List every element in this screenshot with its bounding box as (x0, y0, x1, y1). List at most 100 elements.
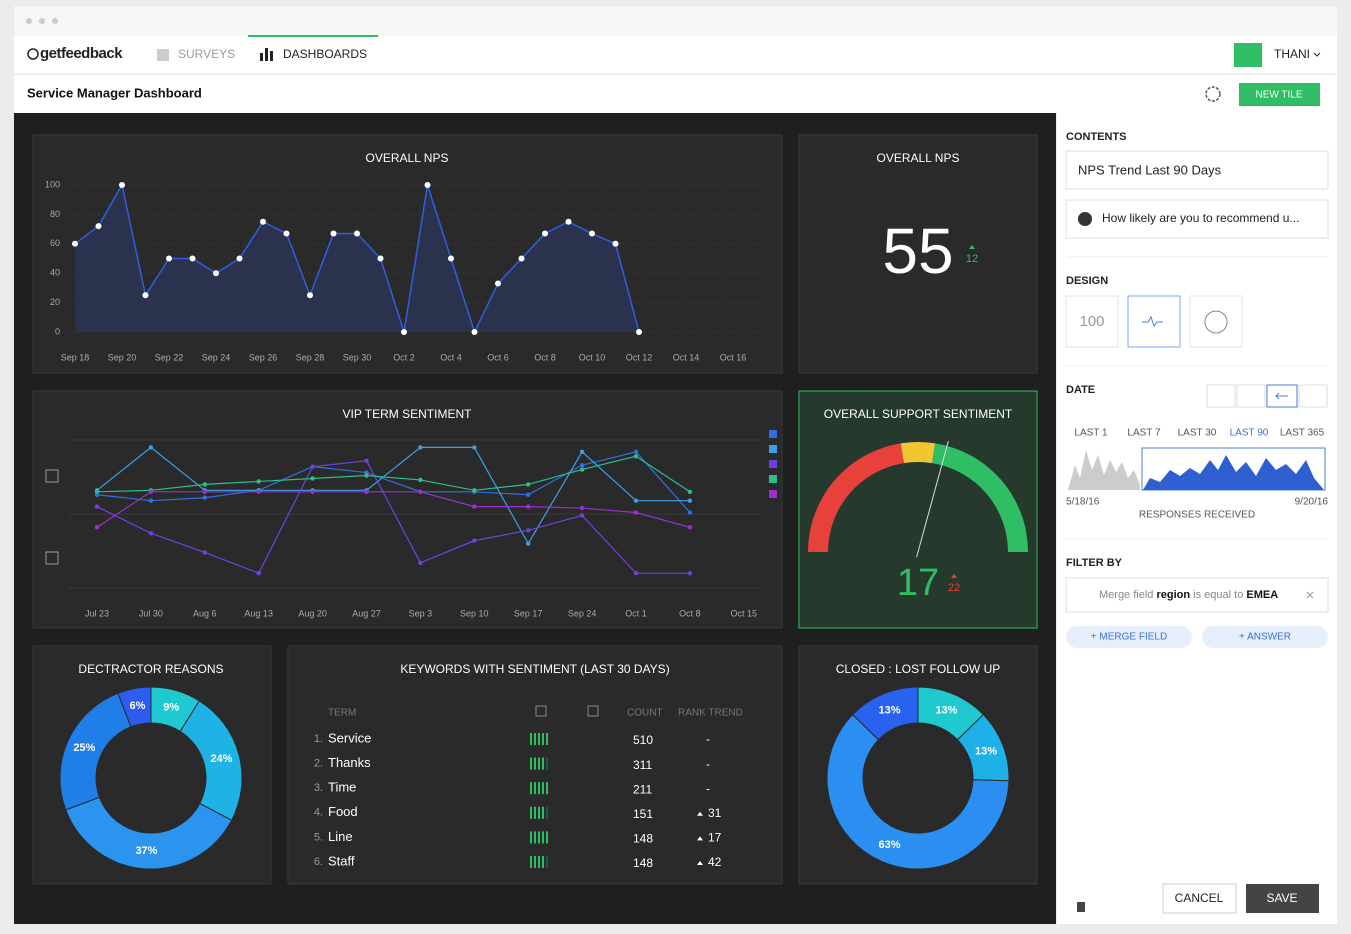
point (418, 489, 423, 494)
end-date: 9/20/16 (1295, 497, 1329, 508)
x-tick-label: Sep 3 (409, 608, 433, 618)
point (633, 510, 639, 515)
name-input[interactable] (1065, 150, 1329, 190)
date-mode[interactable] (1206, 384, 1236, 408)
filter-part: is equal to (1193, 589, 1243, 601)
merge-field-label[interactable]: + MERGE FIELD (1091, 632, 1167, 643)
nav-dashboards[interactable]: DASHBOARDS (283, 47, 367, 61)
new-tile-label[interactable]: NEW TILE (1255, 90, 1302, 101)
point (95, 223, 102, 230)
point (364, 458, 369, 463)
name-value[interactable]: NPS Trend Last 90 Days (1078, 162, 1222, 177)
x-tick-label: Jul 23 (85, 608, 109, 618)
dot (39, 18, 45, 24)
design-trend[interactable] (1127, 295, 1181, 348)
term: Staff (328, 853, 355, 868)
x-tick-label: Oct 10 (579, 352, 606, 362)
range-option[interactable]: LAST 30 (1178, 428, 1217, 439)
point (518, 255, 525, 262)
sentiment-bar (530, 856, 532, 868)
remove-icon[interactable] (1306, 591, 1314, 599)
settings-icon[interactable] (1205, 86, 1221, 102)
point (589, 230, 595, 237)
y-tick-label: 100 (45, 179, 60, 189)
save-button[interactable] (1246, 884, 1319, 913)
cancel-label[interactable]: CANCEL (1175, 891, 1224, 905)
count: 148 (633, 832, 653, 846)
range-option[interactable]: LAST 90 (1230, 428, 1269, 439)
gauge-value: 17 (897, 562, 939, 604)
x-tick-label: Sep 24 (202, 352, 231, 362)
x-tick-label: Jul 30 (139, 608, 163, 618)
tile[interactable] (32, 390, 783, 629)
term: Food (328, 804, 358, 819)
arrow-icon (1275, 392, 1288, 400)
rank-trend: 17 (708, 831, 722, 845)
point (418, 477, 423, 483)
point (526, 482, 531, 487)
point (202, 489, 207, 494)
range-option[interactable]: LAST 7 (1127, 428, 1161, 439)
answer-label[interactable]: + ANSWER (1239, 632, 1291, 643)
face-icon (1078, 212, 1092, 226)
user-icon[interactable] (1234, 43, 1262, 67)
change: 12 (966, 253, 978, 265)
filter-value: EMEA (1246, 589, 1278, 601)
x-tick-label: Oct 6 (487, 352, 509, 362)
point (260, 218, 266, 225)
point (94, 525, 100, 530)
rank: 4. (314, 807, 323, 819)
count: 151 (633, 807, 653, 821)
trash-icon[interactable] (1077, 902, 1085, 912)
filter-chip[interactable] (1065, 577, 1329, 613)
tile[interactable] (32, 134, 783, 374)
x-tick-label: Oct 8 (679, 608, 701, 618)
sentiment-bar (538, 733, 540, 745)
new-tile-button[interactable] (1239, 83, 1320, 106)
point (687, 525, 693, 530)
point (401, 329, 407, 335)
date-mode[interactable] (1298, 384, 1328, 408)
donut-slice (117, 686, 152, 728)
point (472, 504, 477, 509)
sentiment-bar (542, 831, 544, 844)
section-label: DESIGN (1066, 275, 1108, 287)
design-number[interactable] (1065, 295, 1119, 348)
tile[interactable] (798, 134, 1038, 374)
range-option[interactable]: LAST 1 (1074, 428, 1108, 439)
question[interactable]: How likely are you to recommend u... (1102, 211, 1299, 225)
up-arrow (969, 245, 975, 249)
gauge-band (932, 443, 1028, 552)
term: Thanks (328, 755, 371, 770)
tile-title: DECTRACTOR REASONS (78, 662, 223, 676)
sentiment-bar (538, 831, 540, 844)
tile-title: OVERALL SUPPORT SENTIMENT (824, 407, 1013, 421)
x-tick-label: Oct 4 (440, 352, 462, 362)
sentiment-bar (546, 856, 548, 868)
header (14, 75, 1337, 113)
window-bar (14, 6, 1337, 36)
legend-swatch (769, 430, 777, 438)
surveys-icon (157, 49, 169, 61)
user-name[interactable]: THANI (1274, 47, 1310, 61)
question-select[interactable] (1065, 199, 1329, 239)
side-panel (1057, 113, 1337, 924)
answer-button[interactable] (1202, 626, 1328, 648)
design-number-label[interactable]: 100 (1079, 313, 1104, 330)
save-label[interactable]: SAVE (1266, 891, 1297, 905)
nav-surveys[interactable]: SURVEYS (178, 47, 235, 61)
point (213, 270, 219, 277)
point (310, 476, 315, 481)
section-label: DATE (1066, 384, 1095, 396)
sentiment-bar (534, 733, 536, 745)
cancel-button[interactable] (1162, 883, 1237, 914)
sentiment-bar (542, 856, 544, 868)
design-gauge[interactable] (1189, 295, 1243, 348)
range-option[interactable]: LAST 365 (1280, 428, 1325, 439)
date-mode[interactable] (1236, 384, 1266, 408)
point (307, 292, 313, 299)
merge-field-button[interactable] (1066, 626, 1192, 648)
gauge-change: 22 (948, 582, 960, 594)
rank: 2. (314, 758, 323, 770)
x-tick-label: Sep 28 (296, 352, 325, 362)
